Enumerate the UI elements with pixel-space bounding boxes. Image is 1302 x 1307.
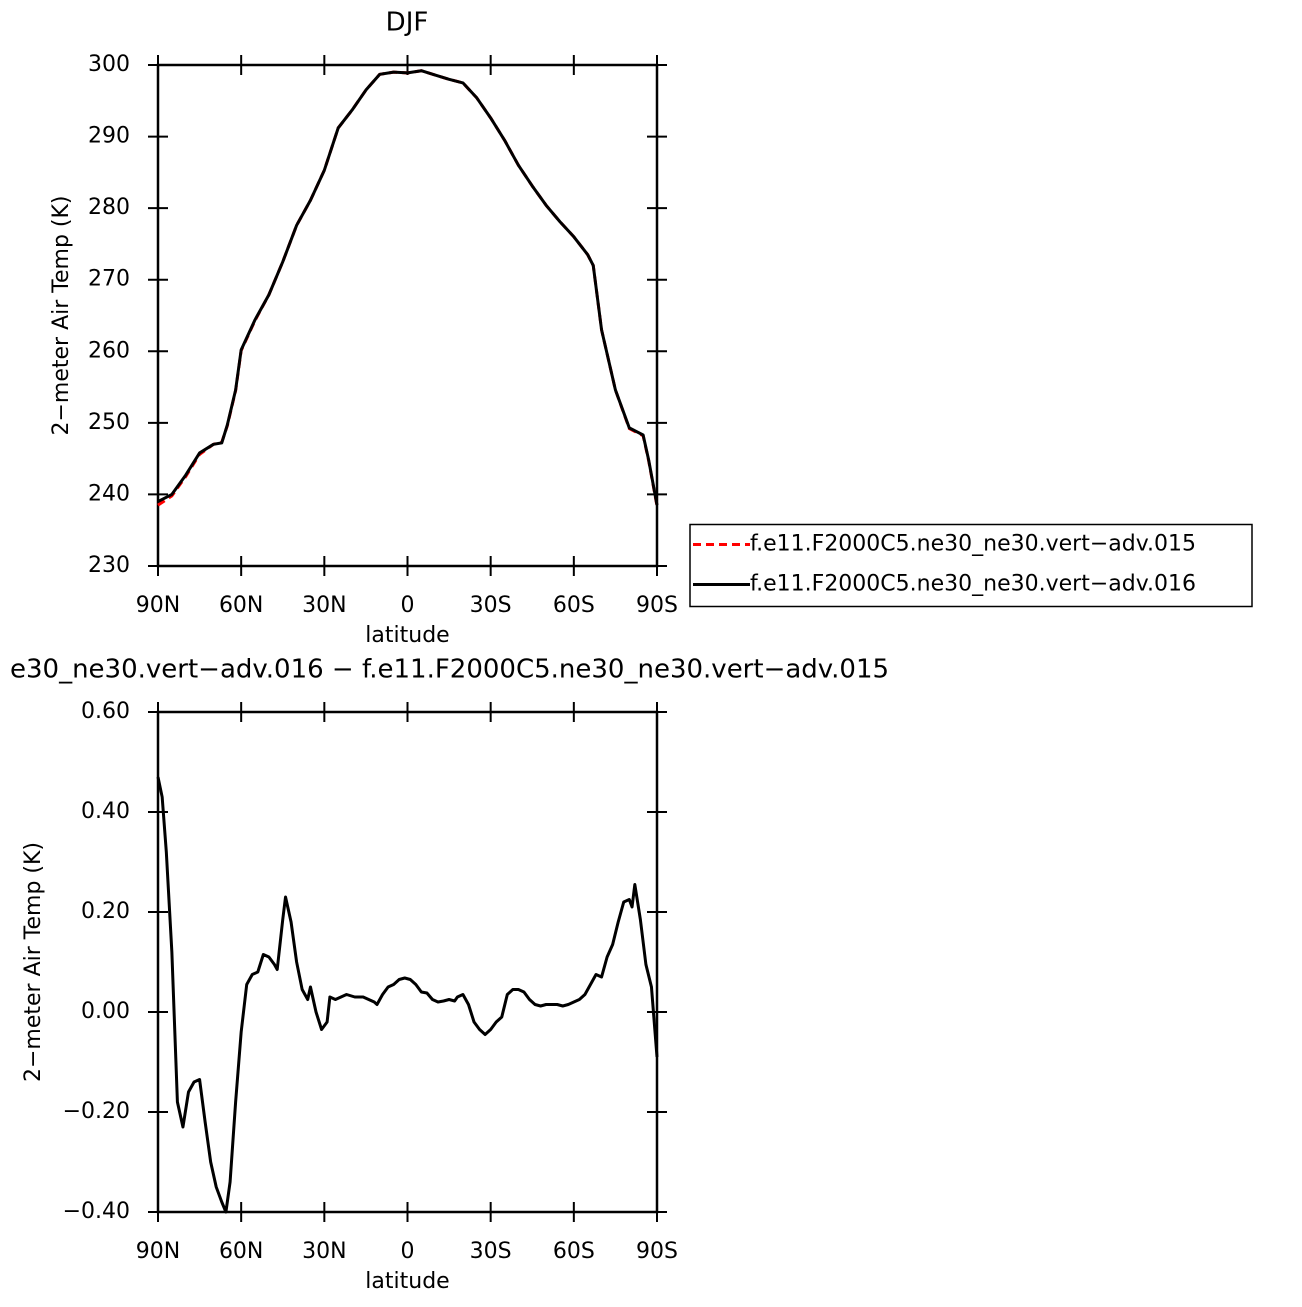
x-tick-label: 0 — [401, 1239, 415, 1264]
x-tick-label: 30S — [470, 1239, 512, 1264]
x-tick-label: 30N — [302, 593, 346, 618]
y-axis-label: 2−meter Air Temp (K) — [21, 842, 46, 1082]
x-tick-label: 90N — [136, 593, 180, 618]
legend-label: f.e11.F2000C5.ne30_ne30.vert−adv.016 — [750, 572, 1196, 597]
chart-title: e30_ne30.vert−adv.016 − f.e11.F2000C5.ne… — [10, 655, 889, 685]
chart-title: DJF — [386, 8, 429, 38]
y-tick-label: 270 — [88, 267, 130, 292]
x-tick-label: 30S — [470, 593, 512, 618]
y-tick-label: 230 — [88, 553, 130, 578]
x-tick-label: 90S — [636, 1239, 678, 1264]
y-tick-label: 0.60 — [81, 699, 130, 724]
y-axis-label: 2−meter Air Temp (K) — [49, 195, 74, 435]
x-tick-label: 60N — [219, 1239, 263, 1264]
y-tick-label: 0.20 — [81, 899, 130, 924]
y-tick-label: 250 — [88, 410, 130, 435]
legend-box — [689, 523, 1253, 608]
y-tick-label: 290 — [88, 124, 130, 149]
y-tick-label: 0.00 — [81, 999, 130, 1024]
x-axis-label: latitude — [365, 623, 449, 648]
y-tick-label: 280 — [88, 195, 130, 220]
y-tick-label: 240 — [88, 481, 130, 506]
data-line — [157, 69, 659, 507]
y-tick-label: −0.20 — [63, 1099, 130, 1124]
data-line — [156, 776, 659, 1214]
x-tick-label: 60S — [553, 593, 595, 618]
x-tick-label: 60S — [553, 1239, 595, 1264]
y-tick-label: 300 — [88, 52, 130, 77]
y-tick-label: 0.40 — [81, 799, 130, 824]
x-tick-label: 60N — [219, 593, 263, 618]
x-tick-label: 0 — [401, 593, 415, 618]
x-tick-label: 30N — [302, 1239, 346, 1264]
x-tick-label: 90N — [136, 1239, 180, 1264]
legend-label: f.e11.F2000C5.ne30_ne30.vert−adv.015 — [750, 532, 1196, 557]
y-tick-label: −0.40 — [63, 1199, 130, 1224]
y-tick-label: 260 — [88, 338, 130, 363]
x-axis-label: latitude — [365, 1269, 449, 1294]
data-line — [157, 69, 659, 506]
plot-frame — [156, 63, 659, 568]
x-tick-label: 90S — [636, 593, 678, 618]
